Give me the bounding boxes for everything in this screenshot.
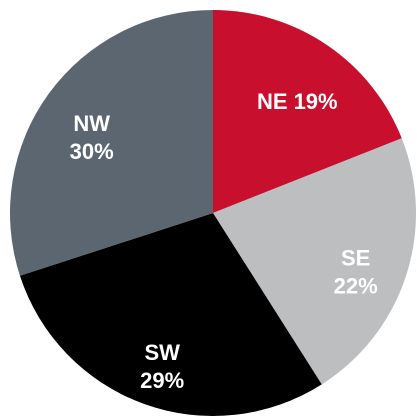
- slice-value-label: 30%: [70, 139, 114, 164]
- pie-slice: [213, 138, 416, 385]
- slice-label: SE 22%: [334, 245, 378, 298]
- slice-label: SW 29%: [140, 340, 184, 393]
- slice-category: NW: [73, 111, 110, 136]
- slice-label: NE 19%: [257, 89, 338, 114]
- slice-value-label: 22%: [334, 273, 378, 298]
- pie-slice: [9, 10, 214, 276]
- slice-value-label: 19%: [294, 89, 338, 114]
- slice-label: NW 30%: [70, 111, 114, 164]
- slice-category: SE: [341, 245, 370, 270]
- pie-slice: [19, 213, 322, 416]
- slice-value-label: 29%: [140, 368, 184, 393]
- pie-slice: [213, 10, 402, 213]
- slice-category: NE: [257, 89, 288, 114]
- slice-category: SW: [144, 340, 180, 365]
